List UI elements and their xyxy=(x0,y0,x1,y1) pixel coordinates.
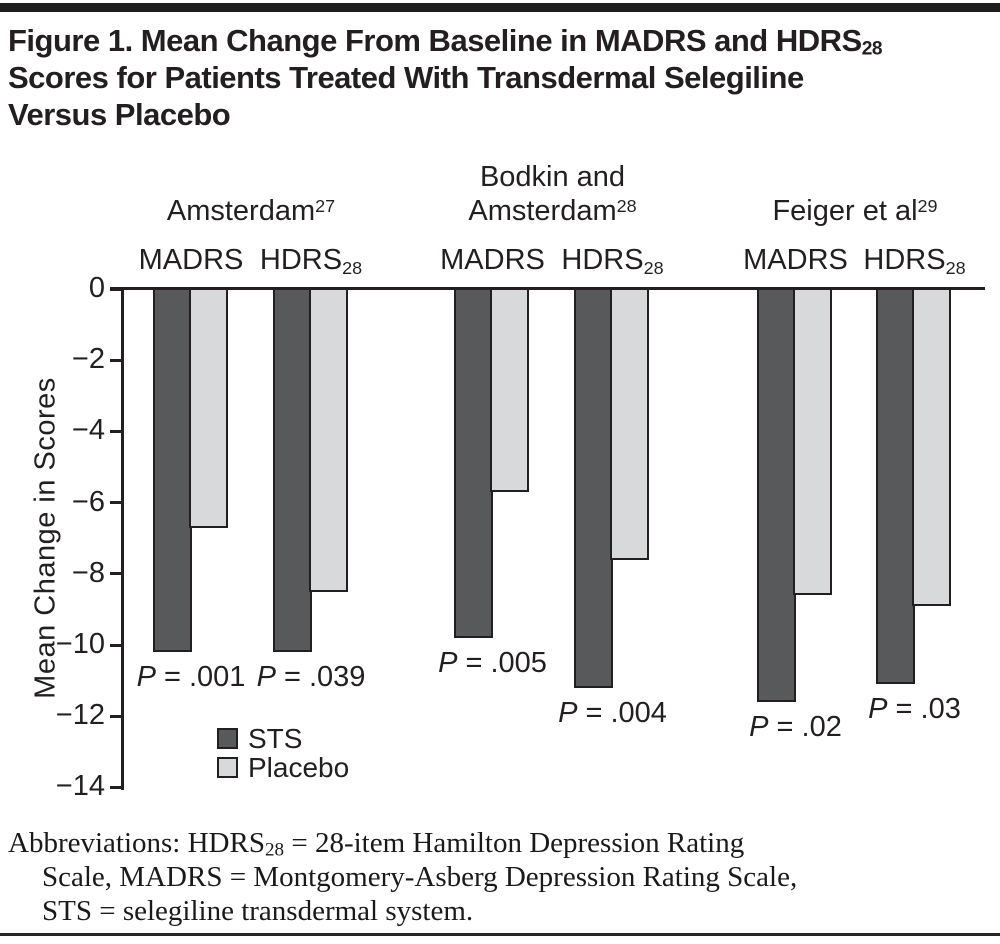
bar-sts xyxy=(272,289,312,653)
scale-label: HDRS28 xyxy=(259,244,363,279)
reference-superscript: 27 xyxy=(315,195,336,216)
y-tick xyxy=(110,714,123,718)
scale-label: MADRS xyxy=(440,244,545,276)
p-value: = .004 xyxy=(577,697,667,729)
p-value-label: P = .02 xyxy=(686,711,906,744)
bar-sts xyxy=(152,289,192,653)
p-value: = .039 xyxy=(275,661,366,693)
legend-label-sts: STS xyxy=(248,722,303,754)
bar-placebo xyxy=(610,289,649,560)
p-value: = .005 xyxy=(457,647,547,679)
abbreviations-line-1: Abbreviations: HDRS28 = 28-item Hamilton… xyxy=(8,827,745,861)
scale-subscript: 28 xyxy=(342,258,363,279)
y-axis-title: Mean Change in Scores xyxy=(29,377,62,699)
abbreviations-line-2: Scale, MADRS = Montgomery-Asberg Depress… xyxy=(42,861,798,893)
scale-subscript: 28 xyxy=(643,258,664,279)
bar-placebo xyxy=(912,289,951,606)
top-rule xyxy=(0,3,1000,12)
group-header: Amsterdam27 xyxy=(41,194,461,228)
abbreviations-note: Abbreviations: HDRS28 = 28-item Hamilton… xyxy=(8,826,994,928)
y-tick-label: −8 xyxy=(71,556,105,589)
bar-placebo xyxy=(188,289,228,528)
y-tick xyxy=(110,429,123,433)
p-symbol: P xyxy=(558,697,578,729)
legend-swatch-placebo xyxy=(217,757,238,778)
title-subscript: 28 xyxy=(861,38,883,60)
bar-placebo xyxy=(308,289,348,592)
group-header-line: Feiger et al29 xyxy=(772,195,938,227)
p-symbol: P xyxy=(438,647,458,679)
scale-label: HDRS28 xyxy=(863,244,966,279)
title-line-1: Figure 1. Mean Change From Baseline in M… xyxy=(8,22,994,59)
group-header-line: Amsterdam27 xyxy=(166,195,336,227)
bar-sts xyxy=(574,289,613,688)
title-line-3: Versus Placebo xyxy=(8,97,231,132)
figure-title: Figure 1. Mean Change From Baseline in M… xyxy=(8,22,994,133)
group-header-line: Bodkin and xyxy=(479,161,626,193)
y-tick-label: −12 xyxy=(55,699,105,732)
p-value-label: P = .039 xyxy=(201,661,421,694)
title-text: Figure 1. Mean Change From Baseline in M… xyxy=(8,23,862,58)
group-header-line: Amsterdam28 xyxy=(468,195,637,227)
y-tick-label: −6 xyxy=(71,485,105,518)
bar-sts xyxy=(757,289,796,702)
bottom-rule xyxy=(0,933,1000,936)
y-tick-label: −14 xyxy=(55,770,105,803)
zero-baseline xyxy=(110,287,985,290)
scale-label: MADRS xyxy=(138,244,244,276)
p-symbol: P xyxy=(136,661,156,693)
p-symbol: P xyxy=(868,693,888,725)
title-line-2: Scores for Patients Treated With Transde… xyxy=(8,60,804,95)
y-tick xyxy=(110,785,123,789)
group-header: Bodkin and Amsterdam28 xyxy=(343,160,763,228)
group-header: Feiger et al29 xyxy=(645,194,1000,228)
y-tick xyxy=(110,643,123,647)
p-value-label: P = .03 xyxy=(805,693,1000,726)
y-tick-label: −4 xyxy=(71,414,105,447)
p-value: = .03 xyxy=(887,693,961,725)
bar-sts xyxy=(454,289,493,638)
bar-placebo xyxy=(793,289,832,596)
legend-label-placebo: Placebo xyxy=(248,751,350,783)
y-tick xyxy=(110,501,123,505)
p-value-label: P = .001 xyxy=(81,661,301,694)
y-tick-label: −10 xyxy=(55,628,105,660)
legend-item-sts: STS xyxy=(217,722,349,754)
p-value: = .02 xyxy=(768,711,842,743)
scale-label: MADRS xyxy=(743,244,848,276)
y-axis-line xyxy=(121,287,124,790)
p-value-label: P = .004 xyxy=(503,697,723,730)
abbreviations-line-3: STS = selegiline transdermal system. xyxy=(42,895,474,927)
footer-subscript: 28 xyxy=(264,839,285,861)
legend-item-placebo: Placebo xyxy=(217,751,350,783)
legend: STS Placebo xyxy=(217,722,350,783)
reference-superscript: 29 xyxy=(917,195,938,216)
y-tick-label: −2 xyxy=(71,343,105,376)
p-symbol: P xyxy=(256,661,276,693)
y-tick xyxy=(110,572,123,576)
y-tick xyxy=(110,358,123,362)
reference-superscript: 28 xyxy=(616,195,637,216)
p-symbol: P xyxy=(749,711,769,743)
legend-swatch-sts xyxy=(217,728,238,749)
scale-label: HDRS28 xyxy=(561,244,664,279)
bar-sts xyxy=(876,289,915,685)
bar-chart: 0 −2 −4 −6 −8 −10 −12 −14 Amsterdam27 MADRS P = .0… xyxy=(29,160,1000,803)
p-value: = .001 xyxy=(155,661,246,693)
scale-subscript: 28 xyxy=(945,258,966,279)
bar-placebo xyxy=(490,289,529,492)
p-value-label: P = .005 xyxy=(383,647,603,680)
y-tick-label: 0 xyxy=(88,272,105,304)
